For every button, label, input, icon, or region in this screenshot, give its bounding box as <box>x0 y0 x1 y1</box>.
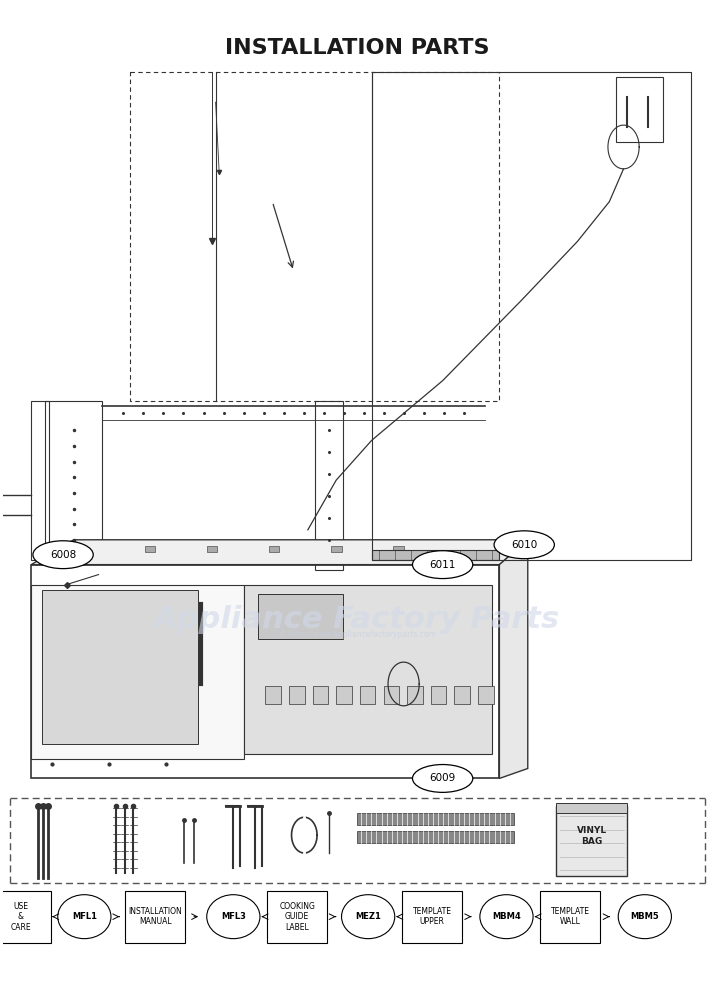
Ellipse shape <box>618 895 671 939</box>
Bar <box>393 546 403 552</box>
Bar <box>258 594 343 639</box>
Bar <box>207 546 217 552</box>
Text: VINYL
BAG: VINYL BAG <box>576 826 607 846</box>
Bar <box>556 803 627 813</box>
Ellipse shape <box>413 765 473 792</box>
Text: COOKING
GUIDE
LABEL: COOKING GUIDE LABEL <box>280 902 315 932</box>
Bar <box>478 686 494 704</box>
Text: MFL1: MFL1 <box>72 912 97 921</box>
Ellipse shape <box>413 551 473 579</box>
Text: 6008: 6008 <box>50 550 77 560</box>
Bar <box>312 686 328 704</box>
Text: 6011: 6011 <box>430 560 456 570</box>
Bar <box>431 686 446 704</box>
Ellipse shape <box>494 531 554 559</box>
Text: TEMPLATE
WALL: TEMPLATE WALL <box>551 907 590 926</box>
Text: INSTALLATION PARTS: INSTALLATION PARTS <box>225 38 490 58</box>
Bar <box>455 686 470 704</box>
Bar <box>358 831 513 843</box>
Bar <box>358 813 513 825</box>
Text: MEZ1: MEZ1 <box>355 912 381 921</box>
Ellipse shape <box>33 541 93 569</box>
Text: Appliance Factory Parts: Appliance Factory Parts <box>154 605 561 634</box>
Text: TEMPLATE
UPPER: TEMPLATE UPPER <box>413 907 451 926</box>
Bar <box>360 686 375 704</box>
Bar <box>267 891 327 943</box>
Bar <box>383 686 399 704</box>
Bar <box>144 546 155 552</box>
Ellipse shape <box>58 895 111 939</box>
Bar <box>41 589 198 744</box>
Bar <box>31 585 244 759</box>
Text: 6010: 6010 <box>511 540 538 550</box>
Bar <box>265 686 281 704</box>
Bar <box>0 891 51 943</box>
Text: MBM5: MBM5 <box>631 912 659 921</box>
Text: INSTALLATION
MANUAL: INSTALLATION MANUAL <box>129 907 182 926</box>
Bar <box>269 546 280 552</box>
Bar <box>125 891 185 943</box>
Bar <box>556 806 627 876</box>
Text: MFL3: MFL3 <box>221 912 246 921</box>
Ellipse shape <box>342 895 395 939</box>
Ellipse shape <box>207 895 260 939</box>
Bar <box>244 585 493 754</box>
Ellipse shape <box>480 895 533 939</box>
Text: MBM4: MBM4 <box>492 912 521 921</box>
Bar <box>331 546 342 552</box>
Polygon shape <box>372 550 499 560</box>
Bar <box>289 686 305 704</box>
Bar <box>407 686 423 704</box>
Polygon shape <box>499 540 528 778</box>
Text: 6009: 6009 <box>430 773 455 783</box>
Bar <box>540 891 601 943</box>
Text: © http://www.appliancefactoryparts.com: © http://www.appliancefactoryparts.com <box>279 630 436 639</box>
Bar <box>336 686 352 704</box>
Bar <box>616 77 663 142</box>
Text: USE
&
CARE: USE & CARE <box>10 902 31 932</box>
Bar <box>402 891 462 943</box>
Polygon shape <box>31 540 528 565</box>
Bar <box>31 565 499 778</box>
